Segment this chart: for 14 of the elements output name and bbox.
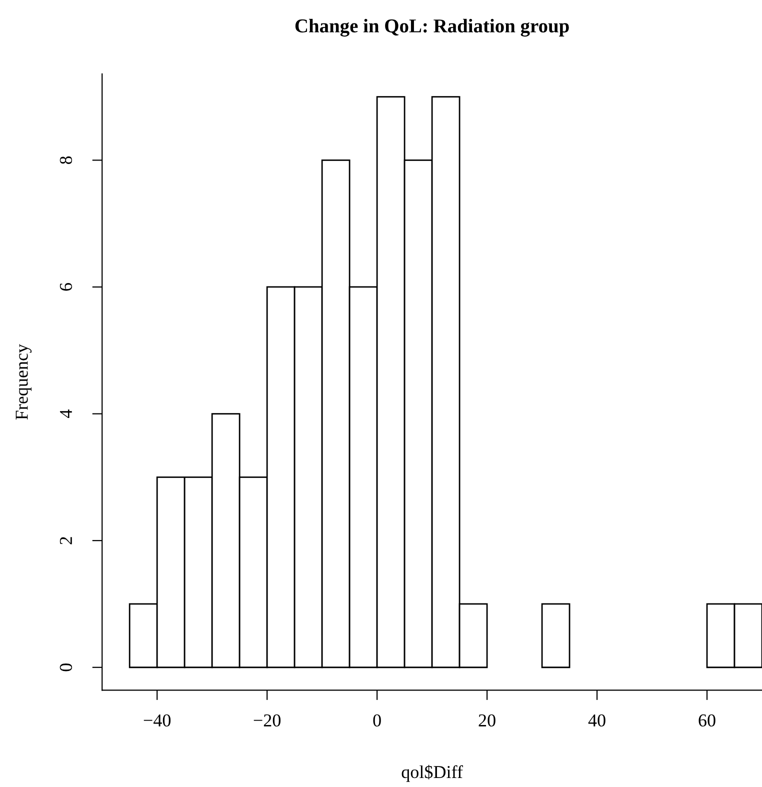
- chart-title: Change in QoL: Radiation group: [295, 18, 569, 37]
- y-axis-title: Frequency: [16, 344, 32, 420]
- y-tick-label: 0: [60, 664, 72, 672]
- x-tick-label: −20: [254, 714, 281, 727]
- x-axis-title: qol$Diff: [402, 764, 463, 782]
- x-tick-label: 40: [588, 714, 606, 727]
- y-tick-label: 2: [60, 537, 72, 544]
- y-tick-label: 6: [60, 283, 72, 291]
- x-tick-label: 60: [698, 714, 716, 727]
- x-tick-label: −40: [144, 714, 171, 727]
- x-tick-label: 0: [373, 714, 381, 727]
- y-tick-label: 8: [60, 156, 72, 164]
- x-tick-label: 20: [478, 714, 496, 727]
- y-tick-label: 4: [60, 410, 72, 418]
